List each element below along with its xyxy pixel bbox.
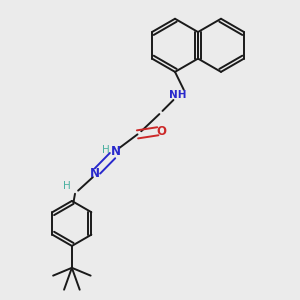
Text: H: H: [102, 145, 110, 155]
Text: N: N: [90, 167, 100, 180]
Text: N: N: [111, 145, 121, 158]
Text: O: O: [156, 125, 166, 138]
Text: H: H: [63, 181, 71, 191]
Text: NH: NH: [169, 90, 187, 100]
